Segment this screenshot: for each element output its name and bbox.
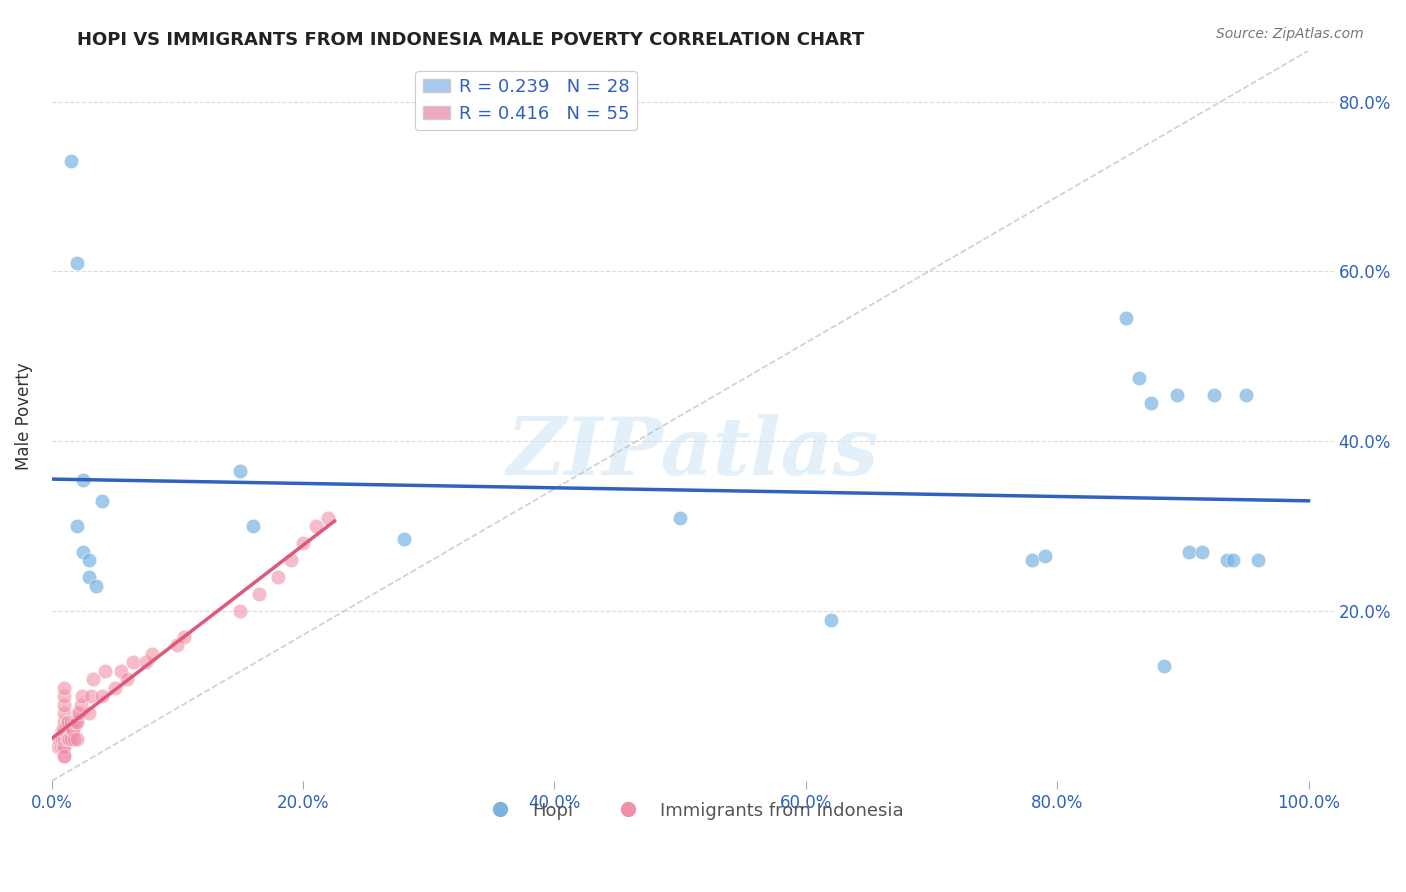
Point	[267, 570, 290, 584]
Point	[91, 493, 114, 508]
Point	[173, 630, 195, 644]
Point	[247, 587, 270, 601]
Point	[392, 532, 415, 546]
Point	[52, 739, 75, 754]
Point	[91, 689, 114, 703]
Point	[72, 545, 94, 559]
Point	[59, 714, 82, 729]
Point	[135, 655, 157, 669]
Point	[1153, 659, 1175, 673]
Point	[53, 714, 76, 729]
Point	[60, 723, 83, 737]
Point	[52, 723, 75, 737]
Point	[122, 655, 145, 669]
Point	[1140, 396, 1163, 410]
Point	[1222, 553, 1244, 567]
Point	[1115, 311, 1137, 326]
Point	[1191, 545, 1213, 559]
Point	[48, 731, 70, 746]
Point	[53, 748, 76, 763]
Text: Source: ZipAtlas.com: Source: ZipAtlas.com	[1216, 27, 1364, 41]
Point	[669, 510, 692, 524]
Point	[229, 464, 252, 478]
Point	[115, 672, 138, 686]
Point	[63, 731, 86, 746]
Point	[66, 519, 89, 533]
Point	[292, 536, 315, 550]
Point	[229, 604, 252, 618]
Point	[79, 570, 101, 584]
Point	[280, 553, 302, 567]
Point	[58, 731, 80, 746]
Point	[51, 723, 73, 737]
Point	[141, 647, 163, 661]
Point	[1021, 553, 1043, 567]
Point	[66, 256, 89, 270]
Point	[1178, 545, 1201, 559]
Point	[103, 681, 125, 695]
Point	[1247, 553, 1270, 567]
Point	[53, 689, 76, 703]
Point	[59, 154, 82, 169]
Point	[63, 714, 86, 729]
Point	[820, 613, 842, 627]
Point	[53, 681, 76, 695]
Point	[79, 553, 101, 567]
Point	[1033, 549, 1056, 563]
Text: ZIPatlas: ZIPatlas	[506, 414, 879, 491]
Point	[316, 510, 339, 524]
Point	[1234, 387, 1257, 401]
Point	[53, 706, 76, 720]
Point	[79, 706, 101, 720]
Point	[80, 689, 103, 703]
Point	[62, 723, 84, 737]
Point	[49, 739, 72, 754]
Point	[56, 731, 79, 746]
Point	[84, 579, 107, 593]
Point	[53, 731, 76, 746]
Legend: Hopi, Immigrants from Indonesia: Hopi, Immigrants from Indonesia	[474, 794, 911, 827]
Point	[59, 731, 82, 746]
Point	[53, 723, 76, 737]
Point	[72, 473, 94, 487]
Point	[53, 698, 76, 712]
Point	[53, 748, 76, 763]
Point	[46, 739, 69, 754]
Point	[56, 731, 79, 746]
Point	[53, 739, 76, 754]
Point	[51, 731, 73, 746]
Point	[67, 706, 90, 720]
Point	[66, 714, 89, 729]
Point	[1204, 387, 1226, 401]
Point	[93, 664, 115, 678]
Point	[1216, 553, 1239, 567]
Point	[305, 519, 328, 533]
Point	[65, 714, 87, 729]
Point	[110, 664, 132, 678]
Point	[69, 698, 91, 712]
Point	[66, 731, 89, 746]
Point	[166, 638, 188, 652]
Text: HOPI VS IMMIGRANTS FROM INDONESIA MALE POVERTY CORRELATION CHART: HOPI VS IMMIGRANTS FROM INDONESIA MALE P…	[77, 31, 865, 49]
Point	[1128, 370, 1150, 384]
Point	[82, 672, 104, 686]
Point	[70, 689, 93, 703]
Point	[242, 519, 264, 533]
Point	[56, 714, 79, 729]
Point	[67, 706, 90, 720]
Point	[1166, 387, 1188, 401]
Y-axis label: Male Poverty: Male Poverty	[15, 362, 32, 470]
Point	[56, 714, 79, 729]
